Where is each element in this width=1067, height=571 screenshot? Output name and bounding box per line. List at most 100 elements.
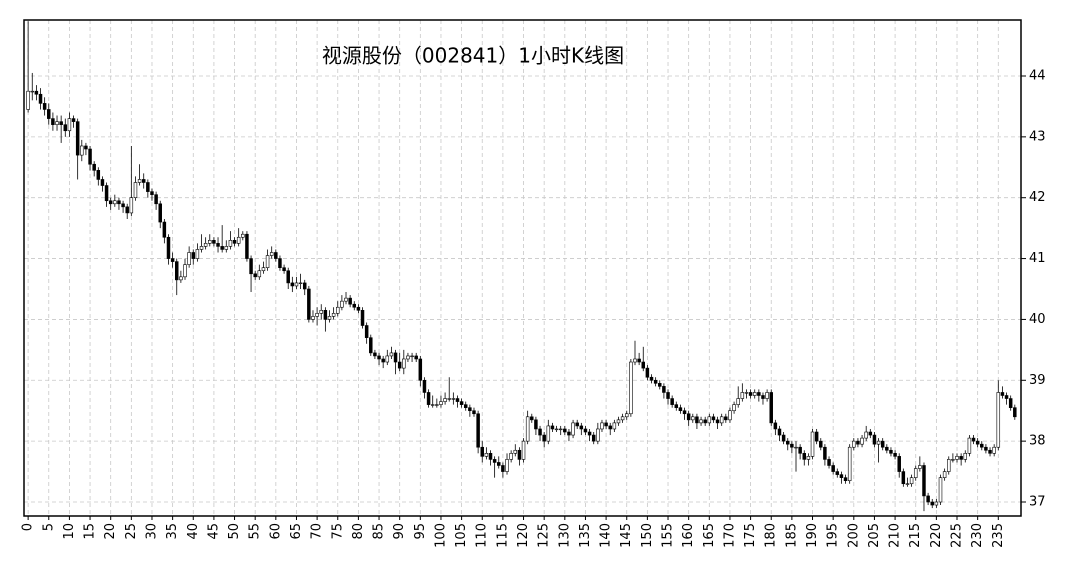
candle-body — [455, 398, 460, 402]
candle-body — [183, 264, 187, 278]
candle-body — [942, 471, 947, 478]
y-tick-label: 43 — [1029, 129, 1046, 144]
candle-body — [257, 270, 262, 278]
candle-body — [922, 465, 926, 497]
candle-body — [786, 440, 790, 445]
candle-body — [913, 468, 918, 478]
candle-body — [265, 255, 270, 268]
candle-body — [179, 276, 183, 281]
candle-body — [125, 206, 129, 214]
x-tick-label: 185 — [784, 523, 799, 548]
candle-body — [719, 416, 724, 424]
candle-body — [468, 407, 472, 412]
candle-body — [889, 449, 893, 454]
candle-body — [847, 446, 852, 482]
candle-body — [645, 367, 650, 378]
y-tick-label: 42 — [1029, 190, 1046, 205]
candle-body — [959, 456, 963, 460]
candle-body — [662, 386, 666, 393]
candle-body — [938, 477, 943, 503]
candle-body — [488, 453, 493, 460]
candle-body — [554, 428, 559, 431]
candle-body — [208, 240, 212, 244]
candle-body — [653, 379, 658, 384]
candle-body — [133, 182, 138, 199]
candle-body — [971, 437, 976, 442]
candle-body — [790, 443, 794, 448]
x-tick-label: 125 — [537, 523, 552, 548]
candle-body — [352, 303, 357, 308]
candle-body — [195, 249, 200, 259]
candle-body — [893, 453, 897, 457]
candle-body — [373, 352, 377, 357]
candle-body — [369, 337, 373, 354]
candle-body — [575, 422, 579, 427]
x-tick-label: 25 — [124, 523, 139, 540]
candle-body — [42, 103, 47, 110]
x-tick-label: 105 — [454, 523, 469, 548]
candle-body — [695, 416, 699, 424]
candle-body — [658, 383, 662, 387]
candle-body — [47, 109, 51, 119]
x-tick-label: 155 — [661, 523, 676, 548]
candle-body — [930, 501, 934, 506]
x-tick-label: 220 — [929, 523, 944, 548]
candle-body — [459, 401, 464, 405]
candle-body — [624, 413, 629, 418]
candle-body — [769, 392, 773, 424]
candle-body — [641, 361, 645, 369]
candle-body — [261, 267, 266, 272]
x-tick-label: 50 — [227, 523, 242, 540]
candle-body — [385, 355, 390, 363]
candle-body — [348, 297, 352, 305]
x-tick-label: 80 — [351, 523, 366, 540]
candle-body — [286, 270, 290, 284]
candle-body — [852, 440, 856, 448]
candle-body — [402, 358, 406, 369]
candle-body — [666, 392, 670, 399]
candle-body — [30, 90, 35, 93]
candle-body — [715, 419, 720, 424]
candle-body — [984, 446, 988, 451]
candle-body — [447, 398, 451, 400]
candle-body — [579, 425, 584, 430]
candle-body — [885, 446, 889, 451]
candle-body — [558, 428, 563, 431]
candle-body — [236, 236, 241, 244]
plot-frame — [23, 19, 1022, 517]
candle-body — [232, 240, 237, 244]
candle-body — [587, 431, 592, 436]
candle-body — [67, 118, 72, 132]
candle-body — [530, 416, 534, 421]
candle-body — [546, 425, 551, 442]
candle-body — [534, 419, 538, 430]
candle-body — [472, 410, 476, 415]
candle-body — [117, 200, 121, 205]
y-tick-label: 41 — [1029, 251, 1046, 266]
candle-body — [492, 459, 497, 463]
candle-body — [980, 443, 984, 448]
x-tick-label: 70 — [310, 523, 325, 540]
x-tick-label: 100 — [433, 523, 448, 548]
candle-body — [331, 313, 336, 317]
x-tick-label: 140 — [599, 523, 614, 548]
candle-body — [752, 392, 757, 396]
candle-body — [480, 446, 484, 457]
candle-body — [1013, 407, 1017, 418]
x-tick-label: 30 — [144, 523, 159, 540]
candle-body — [864, 431, 868, 439]
candle-body — [146, 182, 150, 192]
candle-body — [798, 446, 802, 454]
candle-body — [443, 398, 447, 402]
grid — [24, 20, 1021, 516]
candle-body — [678, 407, 683, 412]
candle-body — [505, 459, 509, 472]
candle-body — [216, 243, 220, 247]
candle-body — [439, 401, 443, 405]
chart-title: 视源股份（002841）1小时K线图 — [322, 44, 624, 68]
candle-body — [389, 352, 394, 357]
candle-body — [96, 170, 101, 180]
x-tick-label: 235 — [991, 523, 1006, 548]
